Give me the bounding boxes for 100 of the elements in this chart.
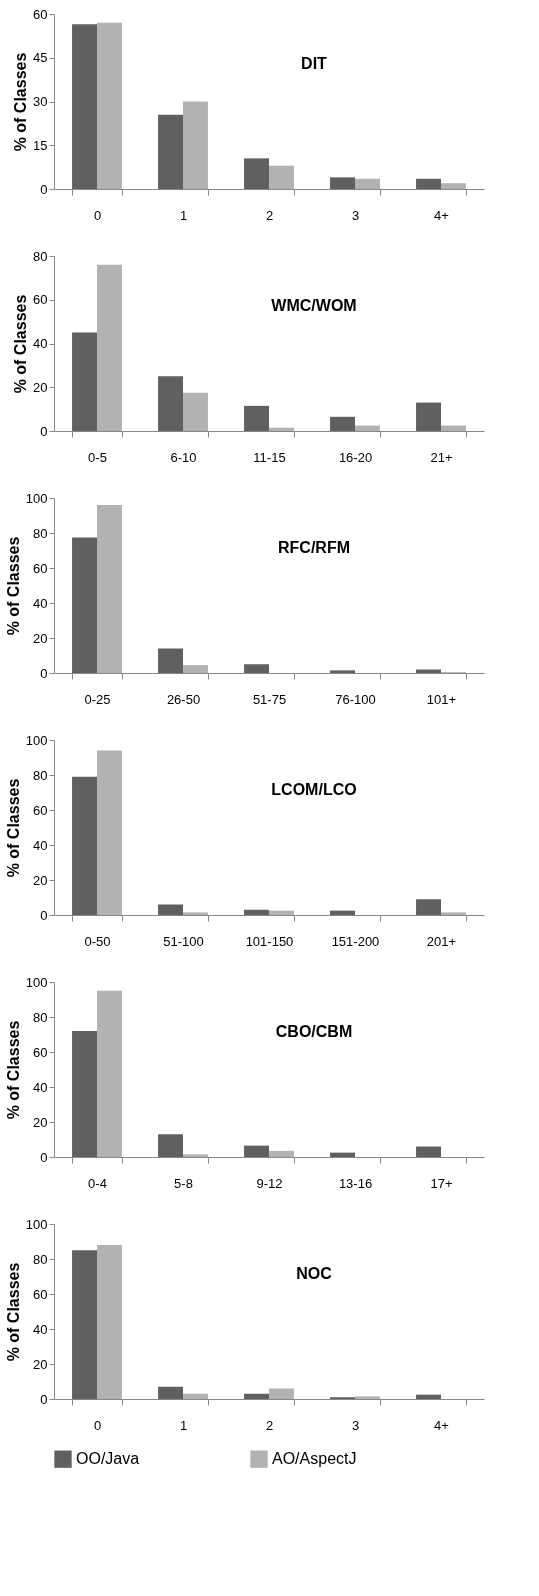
x-tick-label: 13-16	[338, 1175, 373, 1191]
text: DIT	[301, 55, 328, 72]
bar	[244, 909, 269, 915]
x-tick-label: 76-100	[335, 691, 376, 707]
y-tick-label: 20	[33, 872, 48, 888]
y-tick-label: 40	[33, 837, 48, 853]
x-tick-label: 1	[179, 207, 188, 223]
x-tick-label: 4+	[434, 207, 449, 223]
y-tick-label: 0	[40, 1391, 48, 1407]
bar	[72, 537, 97, 673]
bar	[416, 402, 441, 431]
y-tick-label: 60	[33, 560, 48, 576]
x-tick-label: 16-20	[338, 449, 373, 465]
y-tick-label: 60	[33, 292, 48, 308]
x-tick-label: 21+	[430, 449, 453, 465]
bar	[158, 114, 183, 189]
y-tick-label: 20	[33, 379, 48, 395]
x-tick-label: 11-15	[253, 449, 286, 465]
bar	[244, 664, 269, 673]
bar	[183, 101, 208, 189]
bar	[416, 1146, 441, 1157]
bar	[72, 1031, 97, 1157]
bar	[158, 1134, 183, 1157]
x-tick-label: 9-12	[256, 1175, 283, 1191]
bar	[183, 1393, 208, 1399]
bar	[416, 178, 441, 189]
text: NOC	[296, 1265, 333, 1282]
x-tick-label: 4+	[434, 1417, 449, 1433]
text: RFC/RFM	[278, 539, 350, 556]
bar	[416, 1394, 441, 1399]
y-tick-label: 0	[40, 423, 48, 439]
y-tick-label: 0	[40, 665, 48, 681]
x-tick-label: 2	[265, 207, 274, 223]
y-axis-title: % of Classes	[12, 294, 30, 394]
bar	[330, 177, 355, 189]
x-tick-label: 0-5	[88, 449, 107, 465]
x-tick-label: 3	[351, 207, 360, 223]
bar	[269, 165, 294, 189]
y-tick-label: 0	[40, 907, 48, 923]
y-axis-title: % of Classes	[12, 52, 30, 152]
y-tick-label: 0	[40, 1149, 48, 1165]
x-tick-label: 26-50	[166, 691, 201, 707]
y-axis-title: % of Classes	[4, 1020, 22, 1120]
text: CBO/CBM	[275, 1023, 353, 1040]
y-tick-label: 60	[33, 1286, 48, 1302]
bar	[441, 425, 466, 431]
y-tick-label: 100	[25, 1216, 48, 1232]
y-tick-label: 100	[25, 974, 48, 990]
bar	[441, 912, 466, 915]
bar	[97, 990, 122, 1157]
y-tick-label: 0	[40, 181, 48, 197]
bar	[97, 264, 122, 431]
x-tick-label: 151-200	[331, 933, 380, 949]
x-tick-label: 101+	[426, 691, 457, 707]
y-tick-label: 80	[33, 525, 48, 541]
bar	[355, 1396, 380, 1399]
legend-label: OO/Java	[76, 1450, 140, 1468]
y-tick-label: 80	[33, 248, 48, 264]
bar	[330, 416, 355, 431]
bar	[183, 665, 208, 673]
bar	[330, 670, 355, 673]
y-tick-label: 80	[33, 1009, 48, 1025]
y-tick-label: 80	[33, 1251, 48, 1267]
bar	[72, 332, 97, 431]
bar	[183, 912, 208, 915]
y-tick-label: 20	[33, 630, 48, 646]
y-tick-label: 30	[33, 94, 48, 109]
y-tick-label: 40	[33, 1321, 48, 1337]
x-tick-label: 51-100	[163, 933, 204, 949]
bar	[330, 910, 355, 915]
y-tick-label: 40	[33, 1079, 48, 1095]
bar	[355, 178, 380, 189]
x-tick-label: 17+	[430, 1175, 453, 1191]
bar	[244, 158, 269, 189]
bar	[97, 505, 122, 673]
y-axis-title: % of Classes	[4, 536, 22, 636]
bar	[330, 1152, 355, 1157]
y-axis-title: % of Classes	[4, 778, 22, 878]
bar	[97, 750, 122, 915]
bar	[269, 910, 294, 915]
y-tick-label: 45	[33, 50, 48, 66]
bar	[441, 183, 466, 189]
bar	[244, 405, 269, 431]
bar	[269, 1150, 294, 1157]
y-tick-label: 15	[33, 137, 48, 153]
x-tick-label: 5-8	[174, 1175, 193, 1191]
bar	[158, 904, 183, 915]
y-tick-label: 60	[33, 1044, 48, 1060]
y-tick-label: 100	[25, 490, 48, 506]
bar	[158, 1386, 183, 1399]
x-tick-label: 201+	[426, 933, 457, 949]
x-tick-label: 0-50	[84, 933, 111, 949]
y-tick-label: 40	[33, 595, 48, 611]
x-tick-label: 3	[351, 1417, 360, 1433]
y-axis-title: % of Classes	[4, 1262, 22, 1362]
bar	[97, 1245, 122, 1399]
x-tick-label: 0-4	[88, 1175, 107, 1191]
bar	[269, 427, 294, 431]
bar	[72, 776, 97, 915]
x-tick-label: 0	[93, 1417, 102, 1433]
